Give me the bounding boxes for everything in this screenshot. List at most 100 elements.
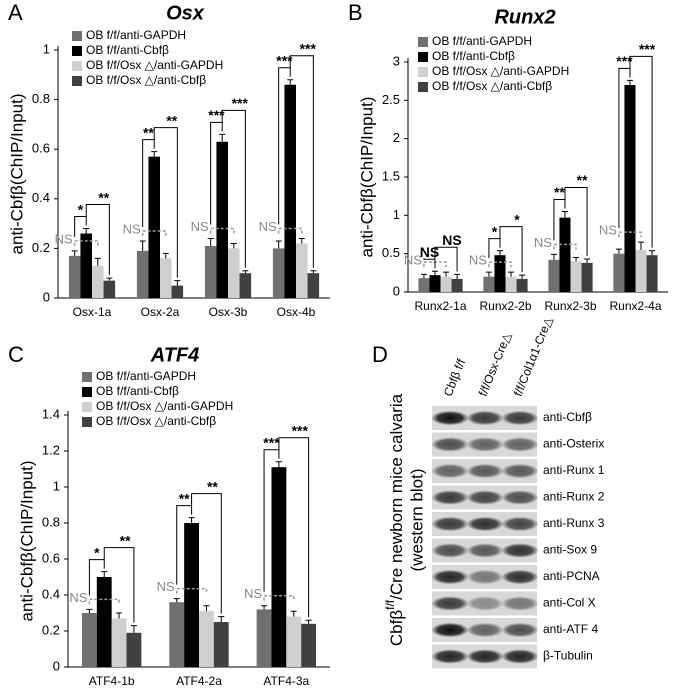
error-bar <box>287 79 294 85</box>
sig-bracket <box>85 204 110 276</box>
bar <box>228 248 240 298</box>
blot-band <box>502 517 538 531</box>
error-bar <box>275 240 282 249</box>
y-tick-label: 1 <box>53 478 60 493</box>
legend-swatch <box>72 46 82 56</box>
sig-bracket <box>564 187 588 257</box>
error-bar <box>275 461 282 468</box>
bar <box>184 523 199 667</box>
ns-label: NS <box>69 590 87 605</box>
ns-label: NS <box>244 586 262 601</box>
y-tick-label: 0.8 <box>32 91 50 106</box>
x-tick-label: Runx2-2b <box>479 299 531 313</box>
ns-label: NS <box>55 231 73 246</box>
sig-bracket <box>278 67 291 225</box>
legend-swatch <box>82 372 92 382</box>
sig-bracket <box>499 226 523 273</box>
error-bar <box>174 280 181 286</box>
sig-bracket <box>142 139 155 227</box>
blot-band <box>432 464 468 478</box>
error-bar <box>83 228 90 234</box>
blot-band <box>432 411 468 425</box>
error-bar <box>519 274 526 279</box>
y-axis-label: anti-Cbfβ(ChIP/Input) <box>7 94 26 255</box>
legend-swatch <box>82 402 92 412</box>
blot-row-label: anti-PCNA <box>543 569 600 583</box>
legend-swatch <box>72 31 82 41</box>
ns-label: NS <box>157 579 175 594</box>
bar <box>429 275 441 292</box>
sig-label: NS <box>420 244 439 260</box>
sig-label: ** <box>577 172 588 188</box>
legend-label: OB f/f/Osx △/anti-Cbfβ <box>432 79 552 93</box>
error-bar <box>151 151 158 157</box>
bar <box>418 278 430 292</box>
blot-band <box>467 517 503 531</box>
blot-band <box>432 623 468 637</box>
y-tick-label: 0.4 <box>32 190 50 205</box>
error-bar <box>188 517 195 523</box>
bar <box>160 258 172 298</box>
sig-label: *** <box>208 107 225 123</box>
y-tick-label: 3 <box>393 53 400 68</box>
bar <box>307 273 320 298</box>
bar <box>301 623 317 667</box>
error-bar <box>116 612 123 619</box>
ns-bracket <box>263 595 295 601</box>
error-bar <box>454 273 461 279</box>
error-bar <box>485 271 492 277</box>
blot-band <box>432 649 468 664</box>
ns-bracket <box>88 598 120 605</box>
bar <box>624 85 636 292</box>
blot-row-label: anti-Osterix <box>543 437 604 451</box>
sig-bracket <box>221 109 246 268</box>
panel-label: B <box>348 0 363 25</box>
error-bar <box>162 252 169 259</box>
bar <box>613 253 625 292</box>
y-tick-label: 0.5 <box>382 245 400 260</box>
y-tick-label: 1.5 <box>382 168 400 183</box>
bar <box>204 245 217 298</box>
bar <box>81 613 97 667</box>
legend-label: OB f/f/anti-GAPDH <box>432 34 532 48</box>
sig-label: * <box>78 201 84 217</box>
lane-label: Cbfβ f/f <box>441 356 469 398</box>
ns-bracket <box>73 240 99 246</box>
sig-label: NS <box>442 232 461 248</box>
bar <box>635 249 647 292</box>
error-bar <box>550 253 557 260</box>
panel-label: D <box>372 342 388 367</box>
blot-band <box>502 649 538 664</box>
bar <box>451 278 463 292</box>
blot-band <box>502 543 538 558</box>
x-tick-label: Osx-3b <box>209 305 248 319</box>
bar <box>559 217 571 292</box>
error-bar <box>298 237 305 244</box>
bar <box>199 611 214 667</box>
bar <box>284 84 296 298</box>
bar <box>171 285 184 298</box>
error-bar <box>584 258 591 263</box>
error-bar <box>203 605 210 612</box>
sig-label: * <box>514 211 520 227</box>
sig-label: *** <box>276 52 293 68</box>
error-bar <box>261 605 268 610</box>
ns-bracket <box>141 230 167 236</box>
bar <box>80 233 92 298</box>
error-bar <box>443 271 450 277</box>
blot-row-label: anti-Runx 3 <box>543 516 605 530</box>
error-bar <box>230 242 237 249</box>
bar <box>169 602 185 667</box>
sig-bracket <box>629 55 653 248</box>
error-bar <box>86 608 93 613</box>
error-bar <box>290 610 297 617</box>
legend-label: OB f/f/anti-GAPDH <box>86 28 186 42</box>
bar <box>548 259 560 292</box>
panel-label: A <box>8 0 23 25</box>
blot-band <box>467 596 503 611</box>
error-bar <box>94 257 101 266</box>
blot-band <box>467 490 503 505</box>
error-bar <box>207 237 214 246</box>
y-tick-label: 0.6 <box>32 141 50 156</box>
legend-swatch <box>82 417 92 427</box>
